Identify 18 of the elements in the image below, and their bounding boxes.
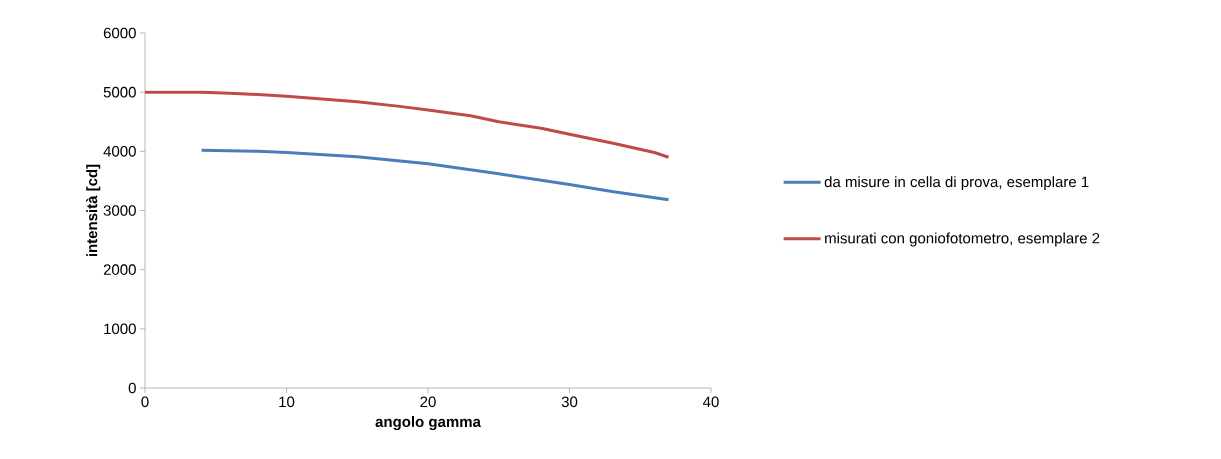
y-tick-label: 4000 bbox=[103, 146, 136, 157]
y-tick-label: 3000 bbox=[103, 205, 136, 216]
legend-label: misurati con goniofotometro, esemplare 2 bbox=[825, 232, 1100, 247]
y-tick-label: 1000 bbox=[104, 323, 136, 335]
y-tick-label: 6000 bbox=[103, 27, 136, 39]
line-series bbox=[145, 90, 671, 159]
x-tick-label: 20 bbox=[420, 396, 436, 408]
x-tick-label: 30 bbox=[561, 396, 578, 408]
x-tick-label: 10 bbox=[279, 396, 295, 408]
x-tick-label: 0 bbox=[141, 396, 149, 408]
y-tick-label: 5000 bbox=[103, 86, 136, 98]
x-axis-title: angolo gamma bbox=[375, 416, 482, 431]
line-series bbox=[200, 148, 671, 202]
legend-label: da misure in cella di prova, esemplare 1 bbox=[824, 176, 1089, 191]
y-tick-label: 0 bbox=[128, 382, 136, 394]
y-tick-label: 2000 bbox=[103, 264, 136, 275]
x-tick-label: 40 bbox=[703, 396, 719, 408]
y-axis-title: intensità [cd] bbox=[86, 164, 101, 257]
